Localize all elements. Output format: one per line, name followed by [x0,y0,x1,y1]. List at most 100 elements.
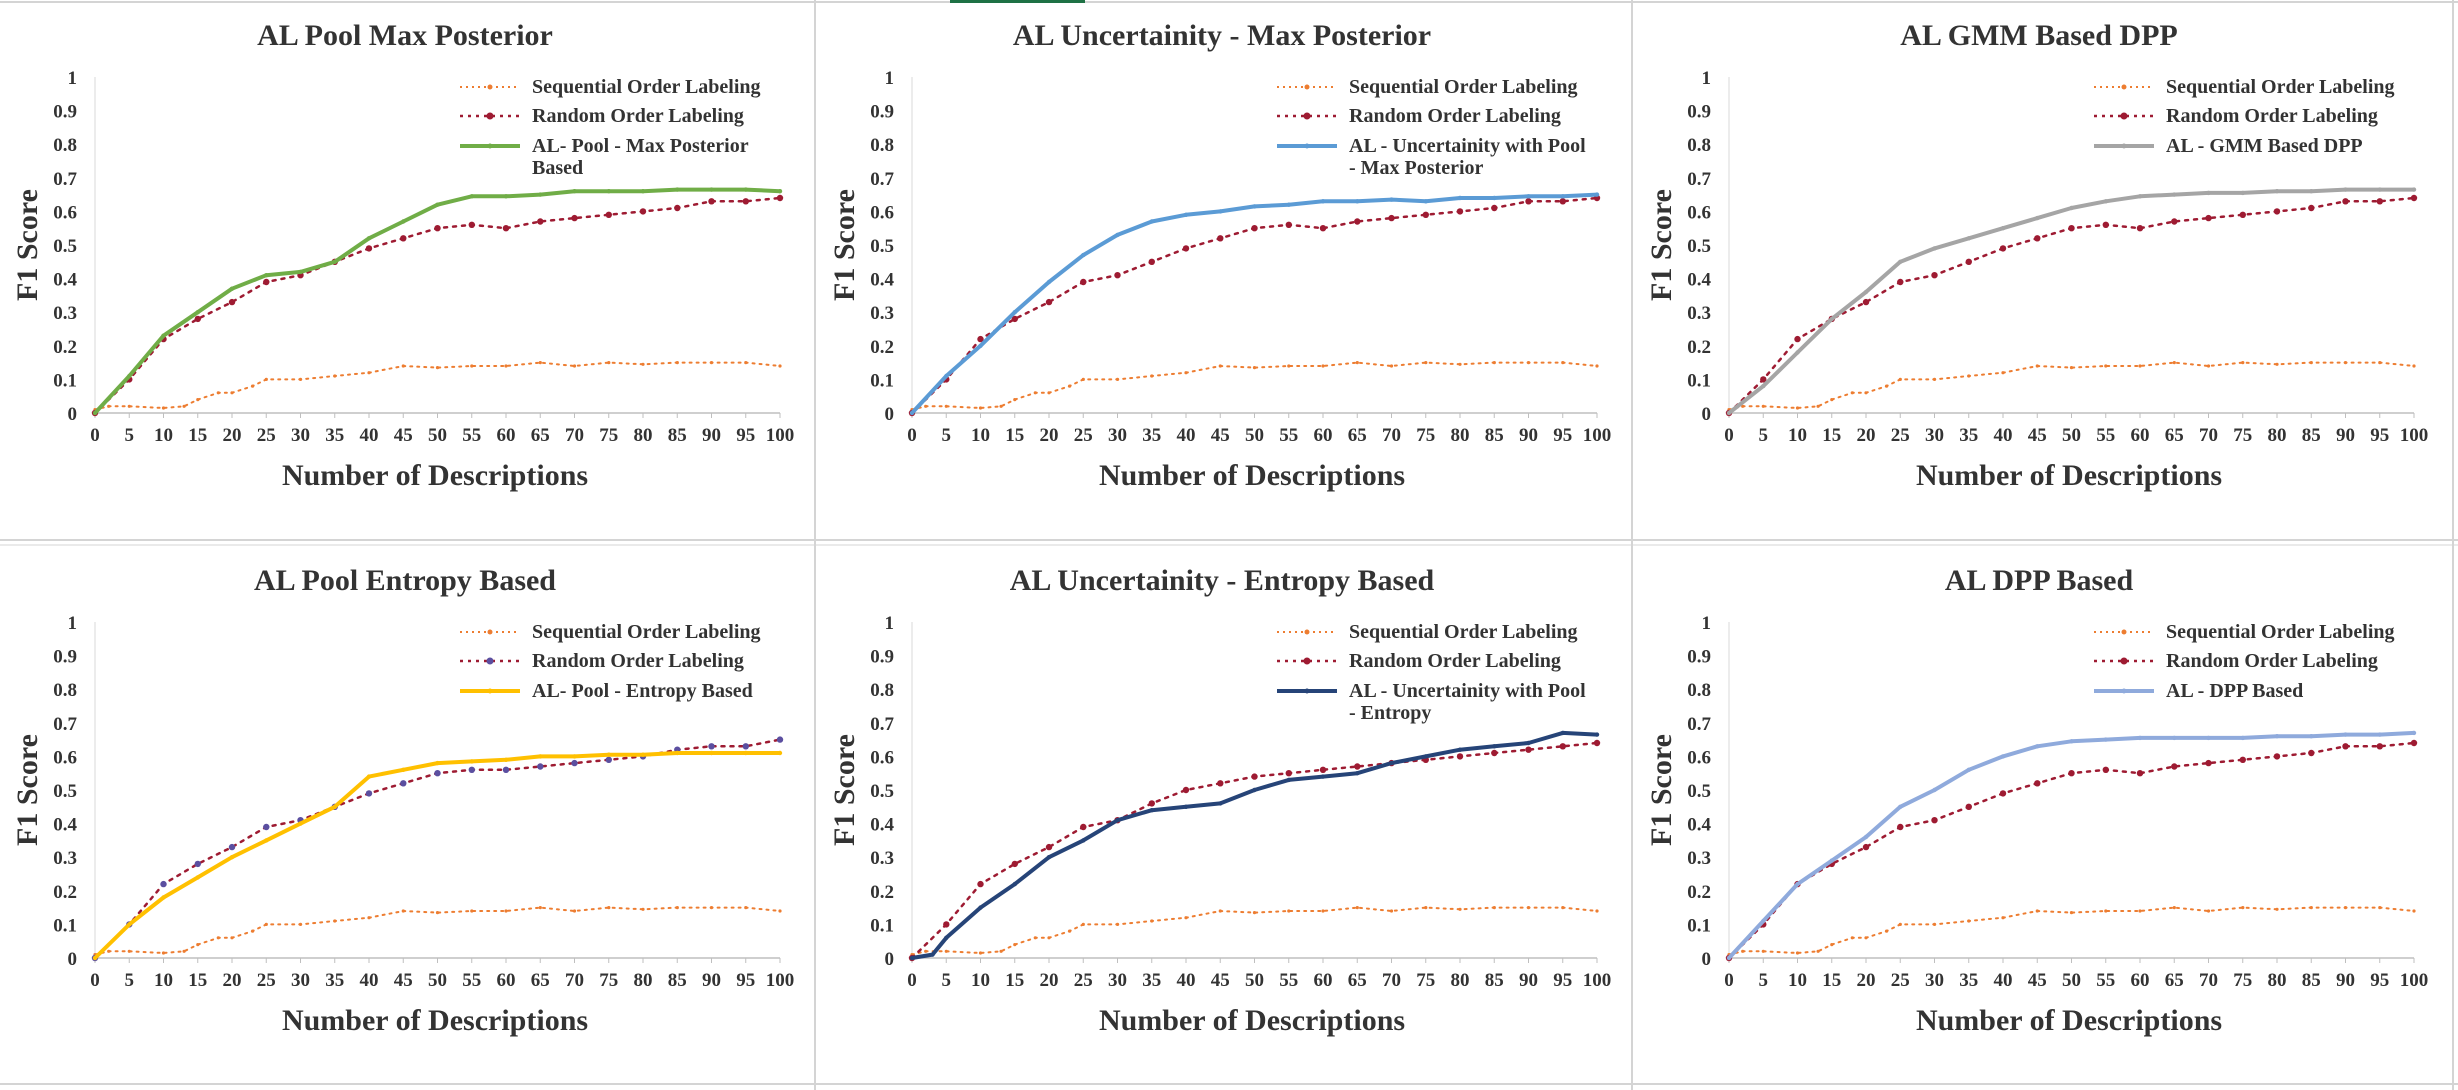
x-tick-label: 5 [1759,425,1769,446]
data-point [1885,929,1889,933]
y-tick-label: 0.8 [53,135,77,156]
data-point [2275,907,2279,911]
data-point [1389,364,1394,368]
data-point [1184,371,1188,375]
data-point [742,743,749,750]
x-tick-label: 0 [907,425,917,446]
data-point [2102,221,2109,228]
data-point [944,373,949,379]
data-point [606,752,611,757]
series-1 [93,361,782,412]
x-tick-label: 70 [1382,425,1401,446]
chart-panel-3: AL GMM Based DPP F1 Score Number of Descri… [1645,19,2428,492]
x-axis-label: Number of Descriptions [1916,1004,2222,1037]
x-tick-label: 95 [2370,970,2389,991]
data-point [709,750,714,756]
data-point [1013,943,1017,947]
data-point [1761,949,1765,953]
data-point [1761,383,1766,389]
data-point [1355,361,1359,365]
x-tick-label: 40 [1994,425,2013,446]
x-tick-label: 65 [2165,425,2184,446]
data-point [1321,364,1325,368]
data-point [1182,786,1190,794]
data-point [2343,361,2348,365]
legend-entry-2: Random Order Labeling [460,650,744,672]
data-point [909,410,915,416]
x-tick-label: 90 [2336,425,2355,446]
legend-entry-1: Sequential Order Labeling [460,621,761,643]
data-point [435,202,440,207]
x-tick-label: 45 [2028,425,2047,446]
data-point [2206,909,2211,913]
data-point [1045,298,1053,306]
data-point [400,780,407,787]
data-point [978,406,983,410]
legend-marker [1304,143,1310,149]
data-point [196,398,200,402]
x-tick-label: 80 [2268,425,2287,446]
data-point [298,377,303,381]
data-point [1966,767,1971,772]
data-point [1863,289,1869,295]
series-3 [1726,187,2417,416]
data-point [1045,843,1053,851]
data-point [571,214,578,222]
legend-entry-3: AL - Uncertainity with Pool - Entropy [1277,680,1586,724]
data-point [2411,187,2417,192]
y-tick-label: 0.2 [1687,882,1711,903]
data-point [2171,763,2178,770]
x-tick-label: 45 [394,425,413,446]
data-point [1726,955,1732,961]
data-point [2068,225,2075,232]
data-point [468,766,475,773]
x-tick-label: 85 [2302,425,2321,446]
y-tick-label: 0.3 [870,848,894,869]
data-point [1932,246,1937,251]
data-point [1354,763,1361,770]
series-3 [909,192,1600,416]
y-tick-label: 0.8 [1687,680,1711,701]
data-point [2273,753,2281,760]
data-point [2171,218,2178,225]
x-tick-label: 80 [1451,425,1470,446]
data-point [92,410,98,416]
x-tick-label: 60 [1314,970,1333,991]
data-point [2172,192,2177,197]
data-point [502,225,510,232]
y-tick-label: 0.1 [870,915,894,936]
data-point [537,763,544,770]
data-point [2035,364,2039,368]
y-tick-label: 0.5 [870,781,894,802]
legend-label: AL - GMM Based DPP [2166,135,2363,157]
legend-marker [487,688,493,694]
data-point [2136,225,2144,232]
data-point [1726,410,1732,416]
data-point [1456,208,1464,215]
data-point [2136,770,2144,777]
x-tick-label: 65 [2165,970,2184,991]
data-point [1081,922,1085,926]
x-tick-label: 30 [291,425,310,446]
y-tick-label: 0.1 [1687,370,1711,391]
x-tick-label: 75 [1416,425,1435,446]
data-point [2309,361,2313,365]
data-point [1218,801,1223,806]
legend-entry-3: AL - GMM Based DPP [2094,135,2363,157]
x-axis-label: Number of Descriptions [1916,459,2222,492]
data-point [2104,364,2108,368]
data-point [2377,732,2382,737]
data-point [161,951,166,955]
data-point [1525,746,1532,753]
y-axis-label: F1 Score [828,734,861,846]
data-point [977,880,984,888]
data-point [1423,754,1428,759]
x-tick-label: 25 [1891,425,1910,446]
x-tick-label: 35 [325,970,344,991]
data-point [1355,199,1360,204]
data-point [2342,743,2349,750]
y-tick-label: 0.6 [1687,747,1711,768]
data-point [1897,823,1904,831]
data-point [1457,747,1463,752]
data-point [401,364,405,368]
